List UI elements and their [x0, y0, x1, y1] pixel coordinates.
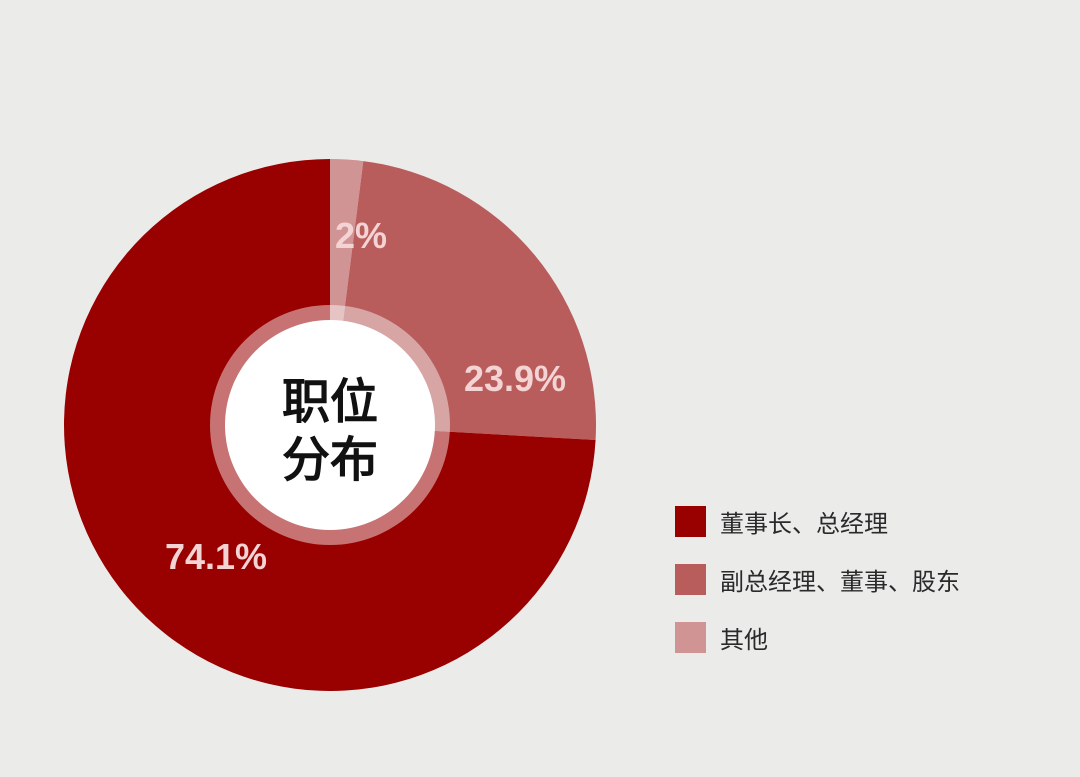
center-title-line1: 职位	[282, 374, 378, 430]
legend-label: 其他	[720, 625, 768, 654]
legend-label: 董事长、总经理	[720, 509, 888, 538]
legend-swatch	[675, 563, 706, 595]
data-label-vice: 23.9%	[464, 358, 566, 399]
legend-item-chairman: 董事长、总经理	[675, 505, 960, 538]
legend-item-vice: 副总经理、董事、股东	[675, 563, 960, 596]
legend-item-other: 其他	[675, 621, 960, 654]
legend-swatch	[675, 505, 706, 537]
data-label-other: 2%	[335, 215, 387, 256]
center-circle	[225, 320, 435, 530]
legend: 董事长、总经理 副总经理、董事、股东 其他	[675, 505, 960, 679]
legend-label: 副总经理、董事、股东	[720, 567, 960, 596]
legend-swatch	[675, 621, 706, 653]
center-title-line2: 分布	[282, 432, 378, 488]
data-label-chairman: 74.1%	[165, 536, 267, 577]
